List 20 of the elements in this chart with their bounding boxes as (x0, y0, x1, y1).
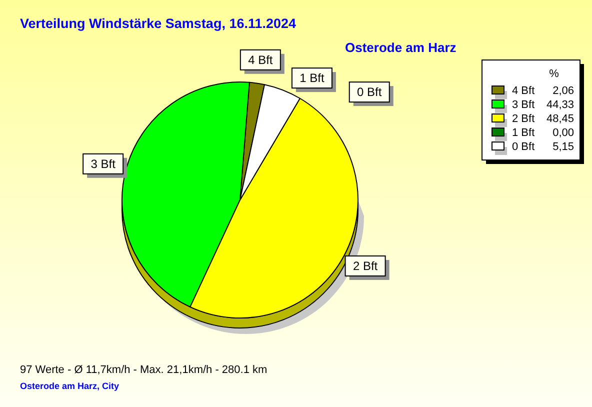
chart-subtitle: Osterode am Harz (345, 40, 457, 55)
legend-label: 4 Bft (512, 85, 535, 97)
legend-label: 3 Bft (512, 99, 535, 111)
legend-label: 1 Bft (512, 127, 535, 139)
slice-label: 4 Bft (248, 52, 274, 67)
legend-label: 0 Bft (512, 141, 535, 153)
text: 97 Werte - Ø 11,7km/h - Max. 21,1km/h - 280.1 km (20, 364, 268, 376)
text: Osterode am Harz, City (20, 381, 120, 391)
data-label: 48,45 (546, 113, 574, 125)
slice-label: 2 Bft (352, 258, 378, 273)
data-label: 2,06 (552, 85, 574, 97)
category-label: 0 Bft (357, 85, 382, 100)
slice-label: 3 Bft (90, 156, 116, 171)
category-label: 1 Bft (300, 71, 324, 86)
text: 0,00 (552, 127, 574, 139)
data-label: 44,33 (546, 99, 574, 111)
legend-label: 2 Bft (512, 113, 535, 125)
legend-title: % (549, 68, 560, 80)
chart-title: Verteilung Windstärke Samstag, 16.11.2024 (20, 16, 297, 31)
data-label: 5,15 (552, 141, 574, 153)
